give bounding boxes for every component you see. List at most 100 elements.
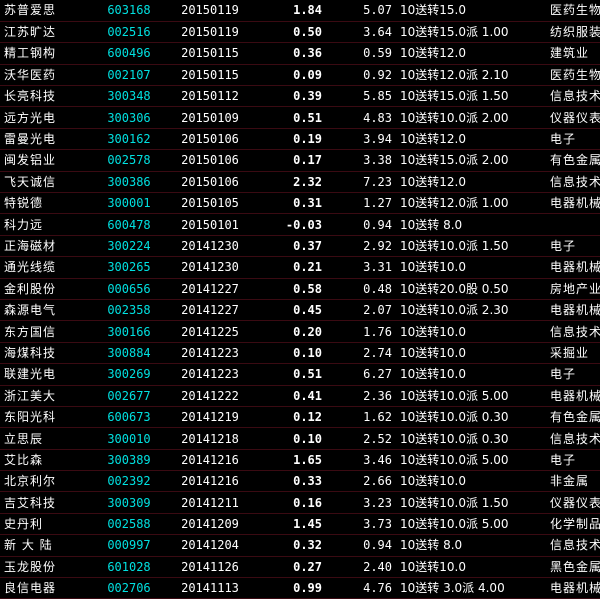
- stock-name: 浙江美大: [0, 385, 92, 407]
- table-row[interactable]: 远方光电 300306 20150109 0.51 4.83 10送转10.0派 2.00…: [0, 106, 600, 129]
- industry-sector: 电器机械: [546, 385, 600, 407]
- industry-sector: 信息技术: [546, 534, 600, 557]
- metric-one: 0.37: [254, 235, 326, 258]
- stock-name: 特锐德: [0, 192, 92, 215]
- stock-code: 002677: [92, 385, 166, 407]
- table-row[interactable]: 通光线缆 300265 20141230 0.21 3.31 10送转10.0 电器机械: [0, 256, 600, 279]
- table-row[interactable]: 沃华医药 002107 20150115 0.09 0.92 10送转12.0派 2.10…: [0, 64, 600, 87]
- table-row[interactable]: 立思辰 300010 20141218 0.10 2.52 10送转10.0派 0.30 信…: [0, 427, 600, 450]
- distribution-plan: 10送转10.0: [396, 556, 546, 579]
- metric-two: 5.07: [326, 0, 396, 22]
- stock-name: 吉艾科技: [0, 491, 92, 514]
- industry-sector: 电器机械: [546, 256, 600, 279]
- stock-name: 飞天诚信: [0, 171, 92, 194]
- stock-code: 300884: [92, 342, 166, 365]
- table-row[interactable]: 新 大 陆 000997 20141204 0.32 0.94 10送转 8.0 信息技术: [0, 534, 600, 557]
- metric-two: 3.46: [326, 449, 396, 472]
- stock-code: 002706: [92, 577, 166, 599]
- metric-two: 3.31: [326, 256, 396, 279]
- stock-name: 远方光电: [0, 106, 92, 129]
- table-row[interactable]: 长亮科技 300348 20150112 0.39 5.85 10送转15.0派 1.50…: [0, 85, 600, 108]
- distribution-plan: 10送转 3.0派 4.00: [396, 577, 546, 599]
- table-row[interactable]: 东阳光科 600673 20141219 0.12 1.62 10送转10.0派 0.30…: [0, 406, 600, 429]
- record-date: 20150119: [166, 21, 254, 44]
- metric-one: 0.58: [254, 278, 326, 300]
- distribution-plan: 10送转12.0派 1.00: [396, 192, 546, 215]
- metric-two: 4.76: [326, 577, 396, 599]
- record-date: 20141222: [166, 385, 254, 407]
- distribution-plan: 10送转10.0: [396, 342, 546, 365]
- metric-two: 2.36: [326, 385, 396, 407]
- metric-one: 0.17: [254, 149, 326, 172]
- stock-name: 史丹利: [0, 513, 92, 536]
- stock-code: 300010: [92, 427, 166, 450]
- stock-code: 603168: [92, 0, 166, 22]
- table-row[interactable]: 良信电器 002706 20141113 0.99 4.76 10送转 3.0派 4.00…: [0, 577, 600, 599]
- table-row[interactable]: 联建光电 300269 20141223 0.51 6.27 10送转10.0 电子: [0, 363, 600, 386]
- distribution-plan: 10送转12.0: [396, 42, 546, 65]
- industry-sector: 有色金属: [546, 406, 600, 429]
- metric-one: 1.84: [254, 0, 326, 22]
- industry-sector: 信息技术: [546, 427, 600, 450]
- distribution-plan: 10送转15.0派 1.00: [396, 21, 546, 44]
- distribution-plan: 10送转12.0派 2.10: [396, 64, 546, 87]
- industry-sector: 医药生物: [546, 0, 600, 22]
- distribution-plan: 10送转10.0: [396, 320, 546, 343]
- stock-name: 北京利尔: [0, 470, 92, 493]
- industry-sector: 采掘业: [546, 342, 600, 365]
- stock-code: 000656: [92, 278, 166, 300]
- record-date: 20150112: [166, 85, 254, 108]
- table-row[interactable]: 正海磁材 300224 20141230 0.37 2.92 10送转10.0派 1.50…: [0, 235, 600, 258]
- industry-sector: 有色金属: [546, 149, 600, 172]
- metric-one: 0.33: [254, 470, 326, 493]
- table-row[interactable]: 浙江美大 002677 20141222 0.41 2.36 10送转10.0派 5.00…: [0, 385, 600, 407]
- metric-two: 1.76: [326, 320, 396, 343]
- metric-two: 4.83: [326, 106, 396, 129]
- table-row[interactable]: 闽发铝业 002578 20150106 0.17 3.38 10送转15.0派 2.00…: [0, 149, 600, 172]
- stock-name: 森源电气: [0, 299, 92, 322]
- stock-name: 科力远: [0, 213, 92, 236]
- distribution-plan: 10送转10.0派 1.50: [396, 491, 546, 514]
- table-row[interactable]: 艾比森 300389 20141216 1.65 3.46 10送转10.0派 5.00 电…: [0, 449, 600, 472]
- stock-code: 300309: [92, 491, 166, 514]
- table-row[interactable]: 金利股份 000656 20141227 0.58 0.48 10送转20.0股 0.50…: [0, 278, 600, 300]
- table-row[interactable]: 飞天诚信 300386 20150106 2.32 7.23 10送转12.0 信息技术: [0, 171, 600, 194]
- table-row[interactable]: 北京利尔 002392 20141216 0.33 2.66 10送转10.0 非金属: [0, 470, 600, 493]
- stock-code: 000997: [92, 534, 166, 557]
- table-row[interactable]: 江苏旷达 002516 20150119 0.50 3.64 10送转15.0派 1.00…: [0, 21, 600, 44]
- table-row[interactable]: 史丹利 002588 20141209 1.45 3.73 10送转10.0派 5.00 化…: [0, 513, 600, 536]
- distribution-plan: 10送转15.0派 2.00: [396, 149, 546, 172]
- table-row[interactable]: 雷曼光电 300162 20150106 0.19 3.94 10送转12.0 电子: [0, 128, 600, 151]
- stock-code: 002578: [92, 149, 166, 172]
- stock-code: 300265: [92, 256, 166, 279]
- table-row[interactable]: 玉龙股份 601028 20141126 0.27 2.40 10送转10.0 黑色金属: [0, 556, 600, 579]
- table-row[interactable]: 特锐德 300001 20150105 0.31 1.27 10送转12.0派 1.00 电…: [0, 192, 600, 215]
- table-row[interactable]: 海煤科技 300884 20141223 0.10 2.74 10送转10.0 采掘业: [0, 342, 600, 365]
- industry-sector: 电子: [546, 363, 600, 386]
- record-date: 20141126: [166, 556, 254, 579]
- distribution-plan: 10送转12.0: [396, 171, 546, 194]
- metric-two: 1.62: [326, 406, 396, 429]
- table-row[interactable]: 吉艾科技 300309 20141211 0.16 3.23 10送转10.0派 1.50…: [0, 491, 600, 514]
- industry-sector: 信息技术: [546, 85, 600, 108]
- record-date: 20141204: [166, 534, 254, 557]
- distribution-plan: 10送转10.0派 0.30: [396, 427, 546, 450]
- metric-one: 0.20: [254, 320, 326, 343]
- industry-sector: [546, 213, 600, 236]
- industry-sector: 信息技术: [546, 320, 600, 343]
- stock-name: 新 大 陆: [0, 534, 92, 557]
- table-row[interactable]: 东方国信 300166 20141225 0.20 1.76 10送转10.0 信息技术: [0, 320, 600, 343]
- metric-one: -0.03: [254, 213, 326, 236]
- table-row[interactable]: 精工钢构 600496 20150115 0.36 0.59 10送转12.0 建筑业: [0, 42, 600, 65]
- metric-one: 0.45: [254, 299, 326, 322]
- industry-sector: 电子: [546, 449, 600, 472]
- metric-two: 3.23: [326, 491, 396, 514]
- record-date: 20150106: [166, 149, 254, 172]
- metric-two: 1.27: [326, 192, 396, 215]
- table-row[interactable]: 科力远 600478 20150101 -0.03 0.94 10送转 8.0: [0, 213, 600, 236]
- table-row[interactable]: 森源电气 002358 20141227 0.45 2.07 10送转10.0派 2.30…: [0, 299, 600, 322]
- metric-two: 2.40: [326, 556, 396, 579]
- stock-name: 通光线缆: [0, 256, 92, 279]
- table-row[interactable]: 苏普爱思 603168 20150119 1.84 5.07 10送转15.0 医药生物: [0, 0, 600, 22]
